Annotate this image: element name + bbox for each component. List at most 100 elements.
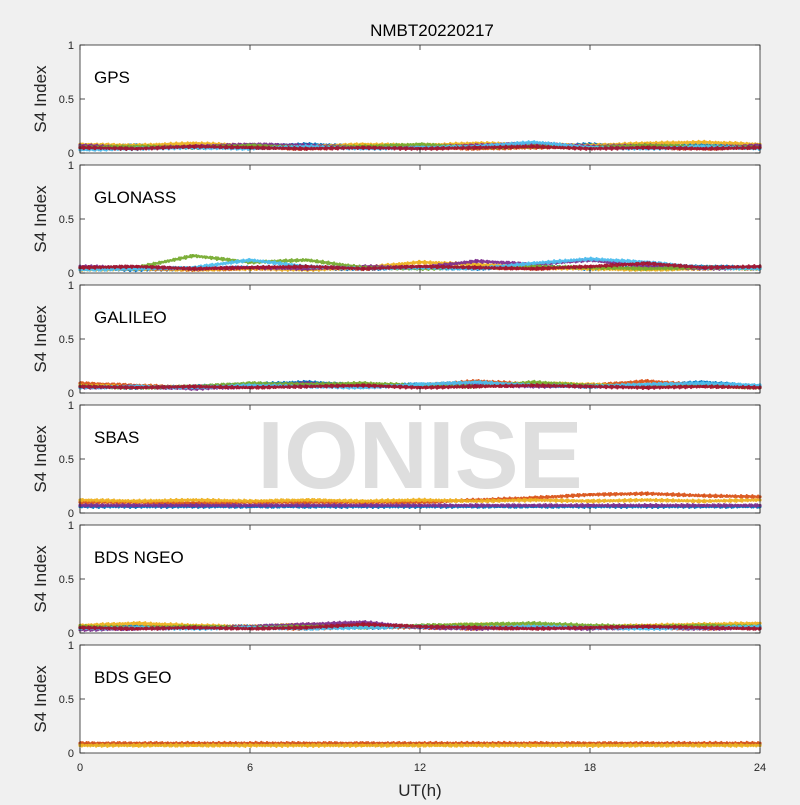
panel-bds-geo: 0 0.5 1 0 6 12 18 24 BDS GEO S4 Index	[31, 640, 766, 774]
data-point	[475, 262, 479, 266]
data-point	[135, 147, 139, 151]
data-point	[135, 386, 139, 390]
data-point	[248, 266, 252, 270]
data-point	[248, 386, 252, 390]
panel-glonass: 0 0.5 1 GLONASS S4 Index	[31, 160, 762, 280]
data-point	[531, 503, 535, 508]
y-axis-label: S4 Index	[31, 185, 50, 253]
data-point	[305, 384, 309, 389]
data-point	[361, 622, 365, 626]
y-axis-label: S4 Index	[31, 545, 50, 613]
data-point	[361, 743, 365, 748]
x-tick-label: 12	[414, 762, 426, 774]
data-point	[531, 627, 535, 631]
data-point	[305, 258, 309, 262]
y-tick-label: 0.5	[59, 214, 74, 226]
data-point	[418, 498, 422, 502]
chart-title: NMBT20220217	[370, 21, 494, 40]
data-point	[418, 503, 422, 508]
data-point	[701, 499, 705, 503]
data-point	[645, 491, 649, 496]
data-point	[135, 621, 139, 625]
y-axis-label: S4 Index	[31, 305, 50, 373]
data-point	[305, 498, 309, 502]
data-point	[248, 258, 252, 262]
data-point	[248, 743, 252, 748]
y-tick-label: 0.5	[59, 574, 74, 586]
x-tick-label: 18	[584, 762, 596, 774]
data-point	[531, 498, 535, 502]
data-point	[248, 503, 252, 508]
data-point	[701, 147, 705, 151]
y-tick-label: 0	[68, 508, 74, 520]
data-point	[701, 381, 705, 385]
data-point	[135, 499, 139, 503]
panel-label: BDS GEO	[94, 668, 171, 687]
data-point	[701, 743, 705, 748]
panel-bds-ngeo: 0 0.5 1 BDS NGEO S4 Index	[31, 520, 762, 640]
data-point	[191, 144, 195, 149]
x-tick-label: 24	[754, 762, 766, 774]
data-point	[531, 144, 535, 149]
data-point	[531, 383, 535, 388]
data-point	[701, 503, 705, 508]
data-point	[645, 503, 649, 508]
y-tick-label: 0	[68, 148, 74, 160]
data-point	[531, 140, 535, 144]
panel-galileo: 0 0.5 1 GALILEO S4 Index	[31, 280, 762, 400]
data-point	[418, 260, 422, 264]
data-point	[475, 146, 479, 150]
data-point	[305, 626, 309, 630]
y-tick-label: 0.5	[59, 94, 74, 106]
data-point	[645, 146, 649, 150]
data-point	[475, 622, 479, 626]
x-axis-label: UT(h)	[398, 781, 441, 800]
data-point	[305, 264, 309, 269]
data-point	[701, 494, 705, 498]
data-point	[588, 493, 592, 497]
data-point	[588, 743, 592, 748]
data-point	[475, 503, 479, 508]
data-point	[191, 384, 195, 389]
data-point	[248, 499, 252, 503]
plot-area	[80, 645, 760, 753]
x-tick-label: 0	[77, 762, 83, 774]
data-point	[135, 264, 139, 269]
data-point	[588, 384, 592, 389]
y-tick-label: 0	[68, 388, 74, 400]
data-point	[361, 267, 365, 271]
data-point	[191, 254, 195, 258]
data-point	[191, 743, 195, 748]
data-point	[645, 382, 649, 386]
y-tick-label: 0.5	[59, 454, 74, 466]
y-tick-label: 0.5	[59, 334, 74, 346]
data-point	[418, 382, 422, 386]
data-point	[531, 261, 535, 265]
plot-area	[80, 45, 760, 153]
y-tick-label: 1	[68, 520, 74, 532]
data-point	[475, 259, 479, 263]
y-tick-label: 0	[68, 748, 74, 760]
y-tick-label: 1	[68, 40, 74, 52]
data-point	[645, 261, 649, 265]
data-point	[588, 499, 592, 503]
data-point	[418, 264, 422, 269]
data-point	[645, 386, 649, 390]
data-point	[701, 384, 705, 389]
panel-gps: 0 0.5 1 GPS S4 Index	[31, 40, 762, 160]
data-point	[418, 743, 422, 748]
data-point	[418, 624, 422, 629]
data-point	[701, 266, 705, 270]
panel-label: GALILEO	[94, 308, 167, 327]
data-point	[305, 503, 309, 508]
data-point	[588, 626, 592, 630]
data-point	[645, 743, 649, 748]
plot-area	[80, 285, 760, 393]
data-point	[588, 503, 592, 508]
watermark-text: IONISE	[257, 402, 582, 509]
data-point	[531, 380, 535, 384]
y-tick-label: 0	[68, 628, 74, 640]
data-point	[135, 503, 139, 508]
